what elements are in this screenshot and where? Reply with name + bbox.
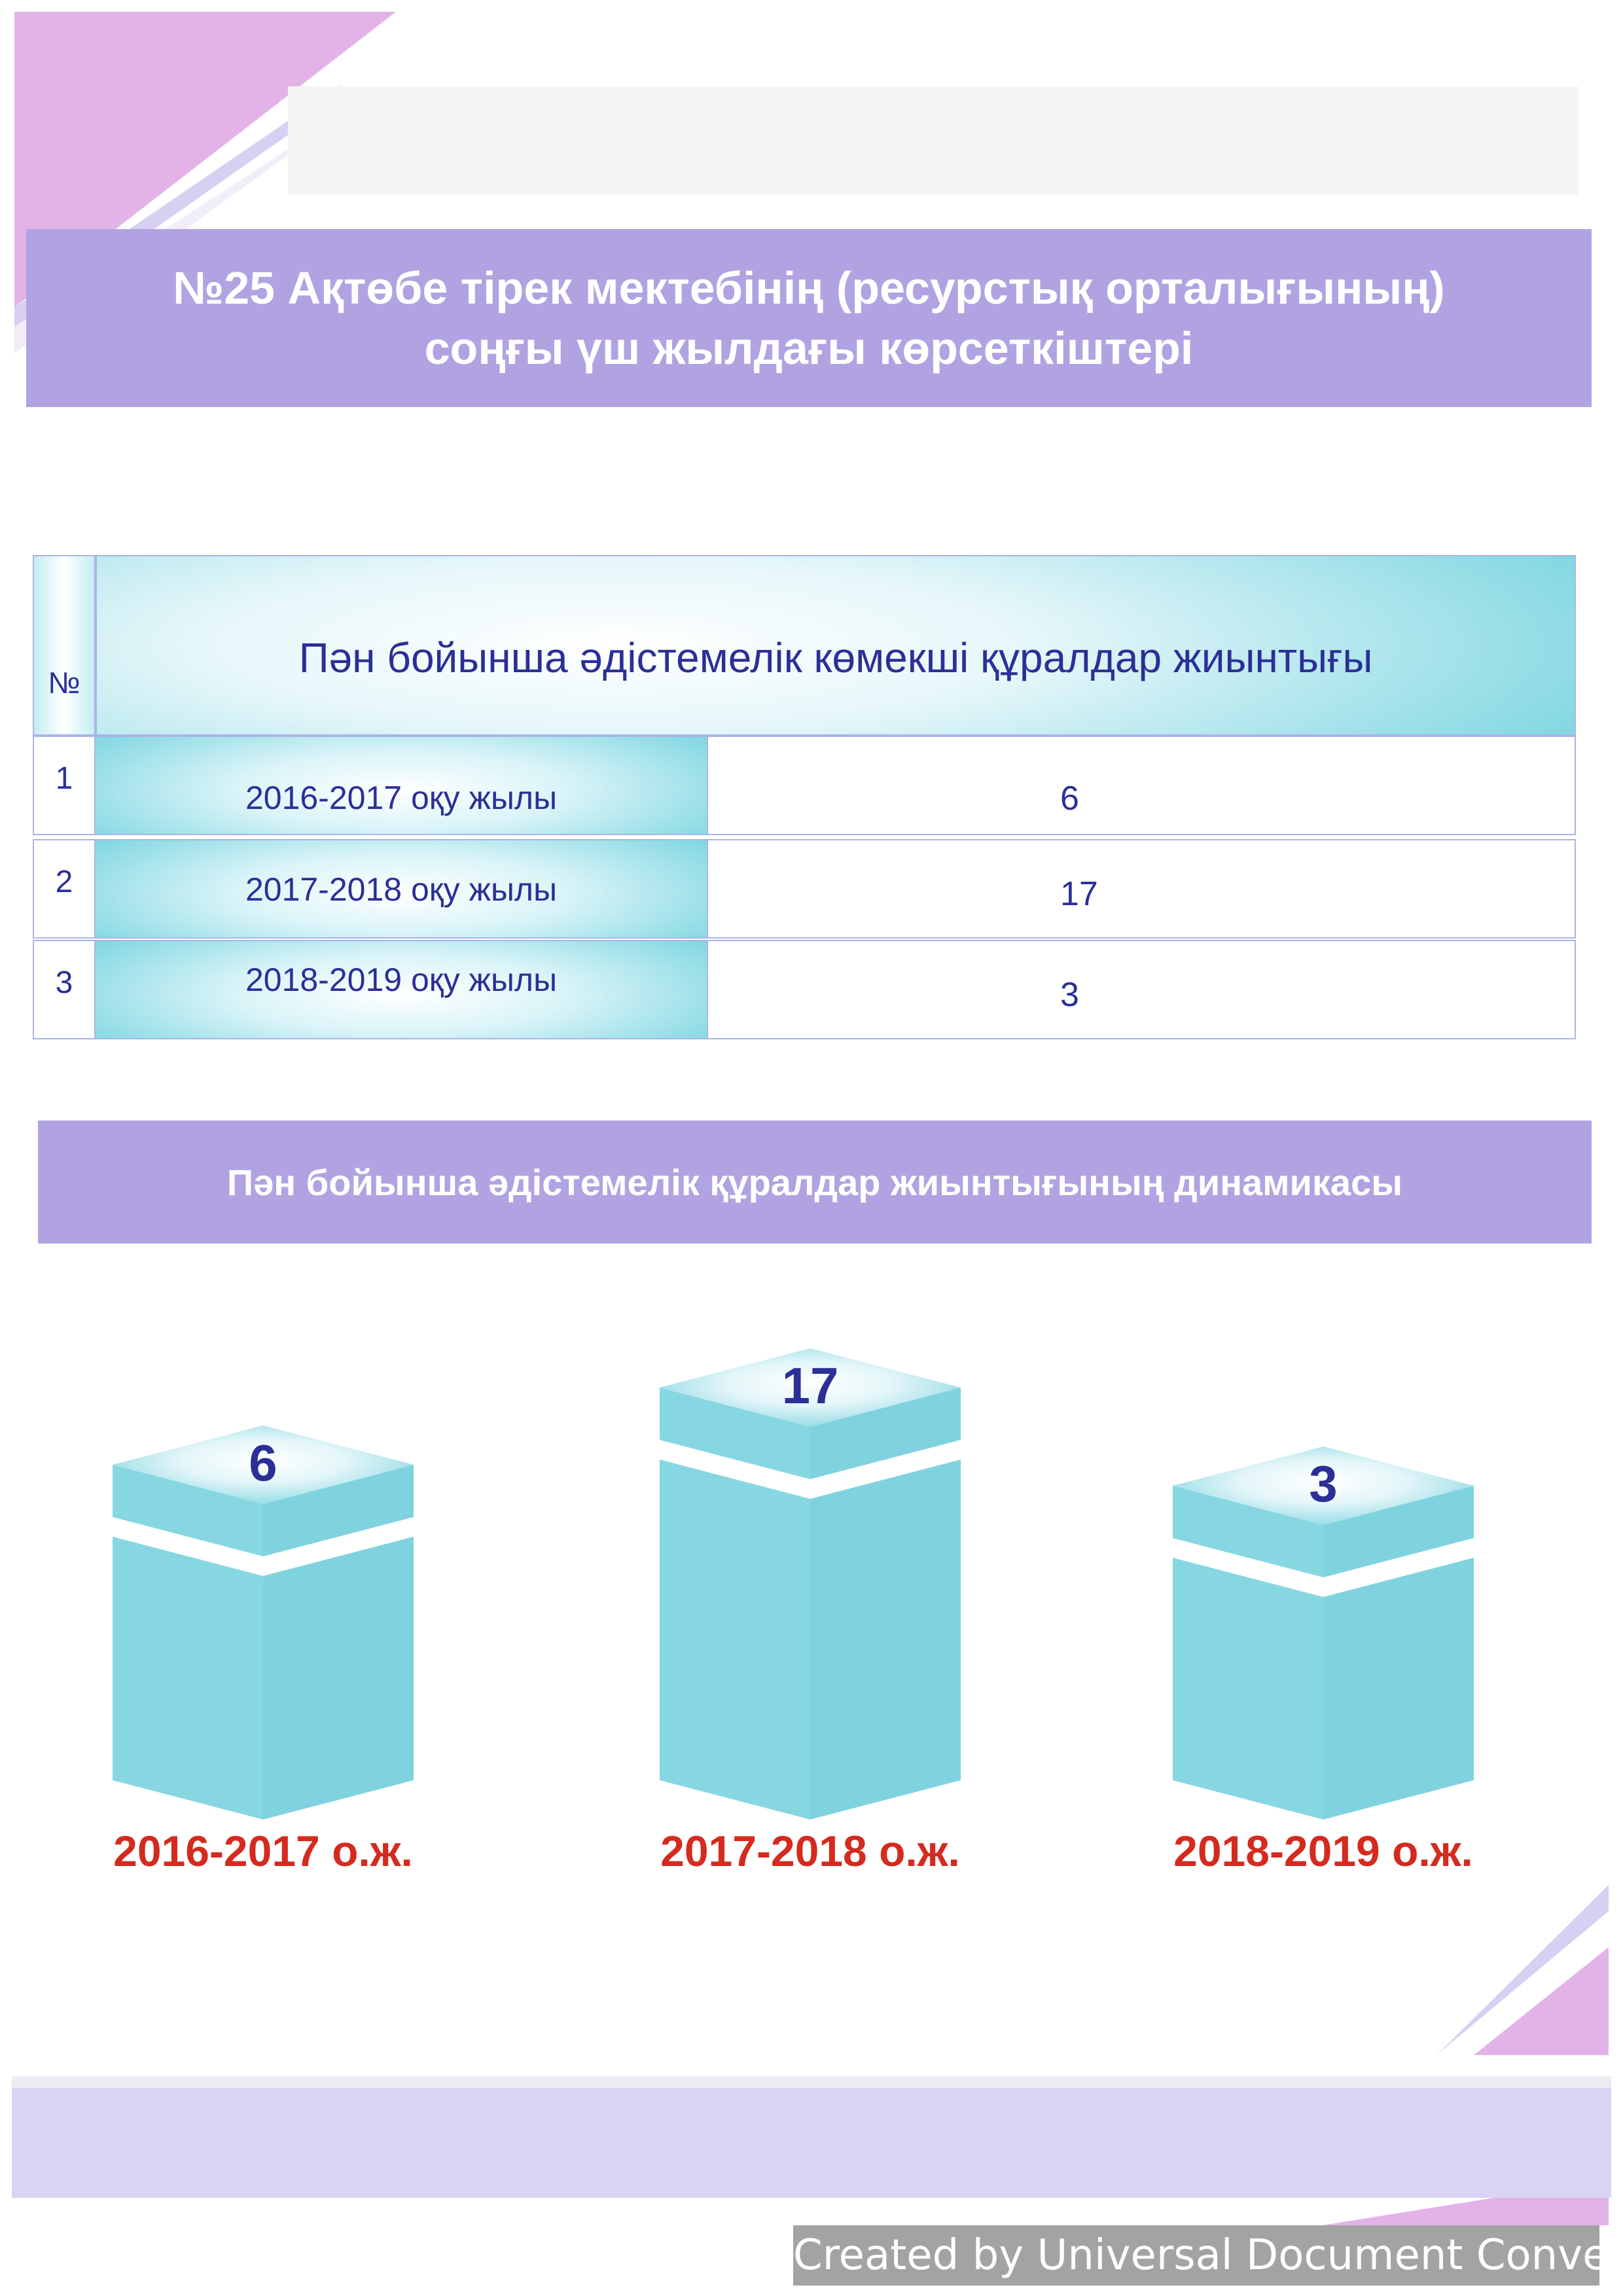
table-header-number-label: № — [48, 666, 80, 700]
table-header: Пән бойынша әдістемелік көмекші құралдар… — [96, 555, 1576, 736]
bar-lid-top — [113, 1425, 414, 1504]
bar-value-label: 3 — [1309, 1455, 1337, 1513]
bar-body-right — [810, 1460, 961, 1820]
bar-value-label: 6 — [249, 1434, 277, 1492]
bar-value-label: 17 — [782, 1357, 839, 1414]
row-value-cell: 3 — [707, 940, 1576, 1039]
row-year-cell: 2018-2019 оқу жылы — [96, 940, 707, 1039]
chart-category-label: 2017-2018 о.ж. — [660, 1827, 960, 1875]
row-number-cell: 1 — [33, 736, 96, 835]
table-row: 1 2016-2017 оқу жылы 6 — [33, 736, 1576, 835]
bar-lid-left — [660, 1388, 810, 1479]
row-number: 3 — [55, 965, 73, 1000]
dynamics-chart: 6 17 3 — [113, 1348, 1474, 1820]
table-row: 2 2017-2018 оқу жылы 17 — [33, 839, 1576, 939]
bar-body-right — [1323, 1558, 1474, 1820]
page-title-line-2: соңғы үш жылдағы көрсеткіштері — [424, 323, 1194, 374]
bar-lid-right — [810, 1388, 961, 1479]
row-number: 2 — [55, 865, 73, 899]
bar-lid-left — [1173, 1486, 1323, 1577]
bar-lid-top — [660, 1348, 961, 1427]
bar-lid-left — [113, 1464, 263, 1556]
footer-band — [12, 2076, 1611, 2088]
chart-category-label: 2016-2017 о.ж. — [113, 1827, 413, 1875]
section-subtitle: Пән бойынша әдістемелік құралдар жиынтығ… — [226, 1161, 1403, 1203]
row-value-cell: 6 — [707, 736, 1576, 835]
page-title-bar: №25 Ақтөбе тірек мектебінің (ресурстық о… — [26, 229, 1592, 407]
bar-lid-right — [263, 1464, 414, 1556]
bar-body-right — [263, 1536, 414, 1820]
row-number: 1 — [55, 761, 73, 796]
header-grey-band — [288, 86, 1578, 195]
row-year-cell: 2016-2017 оқу жылы — [96, 736, 707, 835]
section-subtitle-bar: Пән бойынша әдістемелік құралдар жиынтығ… — [38, 1121, 1592, 1244]
bar-body-left — [660, 1460, 810, 1820]
table-header-label: Пән бойынша әдістемелік көмекші құралдар… — [298, 634, 1373, 681]
page-title-line-1: №25 Ақтөбе тірек мектебінің (ресурстық о… — [173, 262, 1445, 314]
footer-bar — [12, 2088, 1611, 2198]
row-year: 2017-2018 оқу жылы — [245, 871, 558, 908]
chart-bar: 6 — [113, 1425, 414, 1820]
bar-lid-top — [1173, 1446, 1474, 1525]
table-row: 3 2018-2019 оқу жылы 3 — [33, 940, 1576, 1039]
row-value: 3 — [1060, 976, 1079, 1014]
row-value: 17 — [1060, 875, 1098, 913]
row-number-cell: 2 — [33, 839, 96, 939]
bar-body-left — [113, 1536, 263, 1820]
bar-lid-right — [1323, 1486, 1474, 1577]
row-value-cell: 17 — [707, 839, 1576, 939]
row-year: 2018-2019 оқу жылы — [245, 961, 558, 998]
row-number-cell: 3 — [33, 940, 96, 1039]
watermark: Created by Universal Document Converter — [793, 2225, 1623, 2286]
row-value: 6 — [1060, 780, 1079, 817]
chart-bar: 17 — [660, 1348, 961, 1820]
row-year: 2016-2017 оқу жылы — [245, 780, 558, 816]
table-header-number: № — [33, 555, 96, 736]
row-year-cell: 2017-2018 оқу жылы — [96, 839, 707, 939]
chart-bar: 3 — [1173, 1446, 1474, 1820]
chart-category-label: 2018-2019 о.ж. — [1173, 1827, 1473, 1875]
bar-body-left — [1173, 1558, 1323, 1820]
